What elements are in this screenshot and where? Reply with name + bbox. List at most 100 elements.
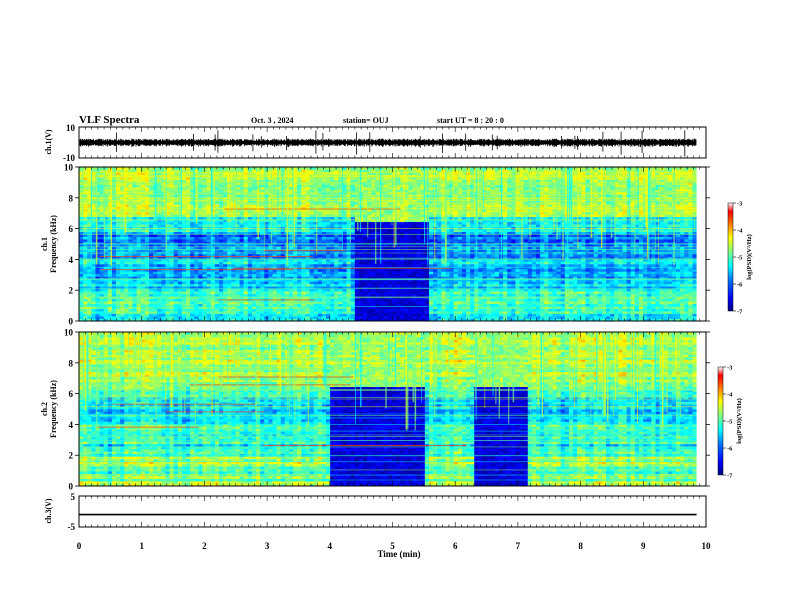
spectrogram-cell <box>202 273 208 277</box>
spectrogram-cell <box>91 316 96 319</box>
spectrogram-cell <box>293 306 298 309</box>
spectrogram-cell <box>256 313 261 317</box>
spectrogram-cell <box>186 261 191 265</box>
spectrogram-cell <box>218 169 224 173</box>
spectrogram-cell <box>202 271 208 275</box>
spectrogram-cell <box>297 231 302 235</box>
spectrogram-cell <box>305 283 310 287</box>
spectrogram-cell <box>268 196 273 200</box>
spectrogram-cell <box>181 261 187 265</box>
spectrogram-cell <box>186 234 191 237</box>
spectrogram-cell <box>251 169 257 173</box>
spectrogram-cell <box>202 258 208 262</box>
spectrogram-cell <box>321 273 327 277</box>
spectrogram-cell <box>251 226 257 230</box>
spectrogram-cell <box>367 258 372 262</box>
spectrogram-cell <box>400 179 405 183</box>
spectrogram-cell <box>116 253 121 257</box>
spectrogram-cell <box>256 288 261 292</box>
spectrogram-cell <box>161 258 166 262</box>
spectrogram-cell <box>120 176 125 180</box>
spectrogram-cell <box>223 316 228 319</box>
spectrogram-cell <box>202 306 208 309</box>
spectrogram-cell <box>396 234 401 237</box>
spectrogram-cell <box>161 169 166 173</box>
spectrogram-cell <box>120 318 125 321</box>
spectrogram-cell <box>157 288 162 292</box>
spectrogram-cell <box>161 221 166 225</box>
spectrogram-cell <box>173 176 179 180</box>
spectrogram-cell <box>148 241 154 245</box>
spectrogram-cell <box>256 283 261 287</box>
spectrogram-cell <box>396 248 401 252</box>
spectrogram-cell <box>111 216 117 220</box>
spectrogram-cell <box>198 301 203 305</box>
spectrogram-cell <box>313 169 319 173</box>
spectrogram-cell <box>103 273 109 277</box>
spectrogram-cell <box>400 234 405 237</box>
spectrogram-cell <box>116 308 121 312</box>
spectrogram-cell <box>268 313 273 317</box>
spectrogram-cell <box>153 278 158 282</box>
spectrogram-cell <box>181 308 187 312</box>
spectrogram-cell <box>214 268 220 272</box>
spectrogram-cell <box>383 184 389 188</box>
spectrogram-cell <box>313 313 319 317</box>
spectrogram-cell <box>363 291 368 295</box>
spectrogram-cell <box>144 248 150 252</box>
spectrogram-cell <box>231 216 236 220</box>
spectrogram-cell <box>136 204 142 208</box>
spectrogram-cell <box>148 291 154 295</box>
spectrogram-cell <box>223 293 228 297</box>
spectrogram-cell <box>99 186 105 190</box>
spectrogram-cell <box>206 283 212 287</box>
spectrogram-cell <box>235 194 240 198</box>
spectrogram-cell <box>305 268 310 272</box>
spectrogram-cell <box>383 301 389 305</box>
figure-title: VLF Spectra <box>79 114 140 126</box>
spectrogram-cell <box>256 316 261 319</box>
spectrogram-cell <box>153 244 158 247</box>
spectrogram-cell <box>301 303 306 307</box>
spectrogram-cell <box>136 206 142 210</box>
spectrogram-cell <box>342 293 348 297</box>
spectrogram-cell <box>95 221 100 225</box>
spectrogram-cell <box>371 224 376 228</box>
spectrogram-cell <box>247 226 253 230</box>
spectrogram-cell <box>363 209 368 213</box>
spectrogram-cell <box>338 306 343 309</box>
spectrogram-cell <box>194 306 199 309</box>
spectrogram-cell <box>280 286 286 290</box>
spectrogram-cell <box>334 196 339 200</box>
spectrogram-cell <box>330 308 335 312</box>
spectrogram-cell <box>268 263 273 267</box>
spectrogram-cell <box>140 271 146 275</box>
spectrogram-cell <box>103 298 109 302</box>
spectrogram-cell <box>144 244 150 247</box>
spectrogram-cell <box>313 291 319 295</box>
spectrogram-cell <box>346 211 352 215</box>
spectrogram-cell <box>342 231 348 235</box>
spectrogram-cell <box>99 308 105 312</box>
spectrogram-cell <box>358 224 364 228</box>
spectrogram-cell <box>140 286 146 290</box>
spectrogram-cell <box>260 253 265 257</box>
spectrogram-cell <box>161 229 166 232</box>
spectrogram-cell <box>79 298 84 302</box>
spectrogram-cell <box>165 201 170 205</box>
spectrogram-cell <box>107 184 113 188</box>
spectrogram-cell <box>116 306 121 309</box>
spectrogram-cell <box>169 169 175 173</box>
spectrogram-cell <box>231 221 236 225</box>
spectrogram-cell <box>169 219 175 223</box>
spectrogram-cell <box>346 298 352 302</box>
spectrogram-cell <box>276 239 282 242</box>
spectrogram-cell <box>309 196 315 200</box>
spectrogram-cell <box>140 206 146 210</box>
spectrogram-cell <box>301 318 306 321</box>
spectrogram-cell <box>103 283 109 287</box>
spectrogram-cell <box>231 278 236 282</box>
spectrogram-cell <box>107 211 113 215</box>
spectrogram-cell <box>173 268 179 272</box>
spectrogram-cell <box>79 253 84 257</box>
